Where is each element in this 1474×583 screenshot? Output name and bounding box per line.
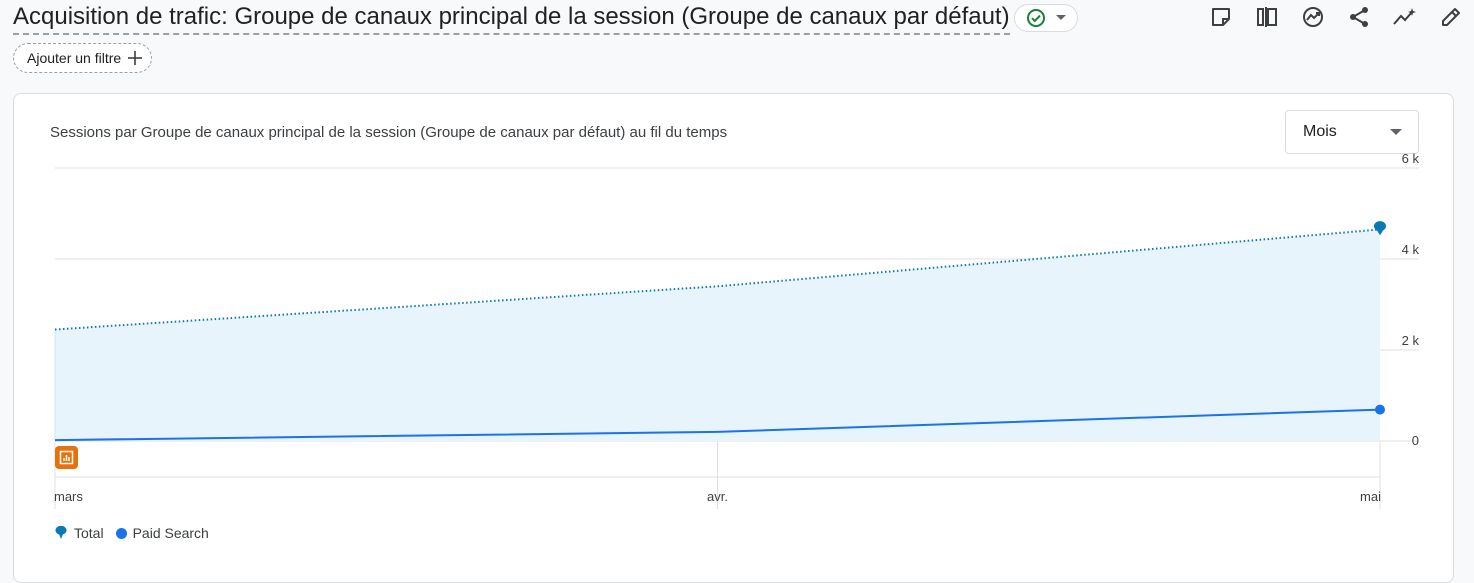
line-chart: 6 k 4 k 2 k 0 mars avr. mai [54, 151, 1420, 509]
check-circle-icon [1026, 9, 1045, 27]
legend-marker-paid-search [115, 527, 127, 539]
compare-icon[interactable] [1254, 4, 1280, 30]
legend-label-paid-search: Paid Search [132, 525, 209, 541]
legend-item-total[interactable]: Total [54, 525, 104, 541]
edit-icon[interactable] [1438, 4, 1464, 30]
status-chip[interactable] [1013, 4, 1078, 32]
legend-marker-total [55, 526, 67, 539]
toolbar [1208, 4, 1464, 30]
page-title[interactable]: Acquisition de trafic: Groupe de canaux … [13, 2, 1010, 35]
add-filter-label: Ajouter un filtre [27, 50, 122, 66]
trend-icon[interactable] [1392, 4, 1418, 30]
paid-search-end-marker [1375, 404, 1385, 415]
total-line [54, 228, 1381, 331]
share-icon[interactable] [1346, 4, 1372, 30]
paid-search-line [54, 408, 1381, 442]
y-tick-label: 0 [1412, 433, 1419, 448]
y-tick-label: 6 k [1402, 151, 1420, 166]
title-row: Acquisition de trafic: Groupe de canaux … [13, 2, 1078, 35]
chevron-down-icon [1055, 15, 1066, 20]
granularity-value: Mois [1303, 123, 1337, 140]
dropdown-arrow-icon [1390, 129, 1402, 135]
legend-item-paid-search[interactable]: Paid Search [115, 525, 209, 541]
chart-card: Sessions par Groupe de canaux principal … [13, 93, 1454, 583]
x-tick-label: mai [1360, 489, 1381, 504]
total-end-marker [1374, 221, 1386, 236]
granularity-select[interactable]: Mois [1285, 110, 1419, 154]
total-area [55, 229, 1380, 441]
legend-label-total: Total [74, 525, 104, 541]
insights-icon[interactable] [1300, 4, 1326, 30]
chart-legend: Total Paid Search [54, 525, 209, 541]
plus-icon [128, 51, 143, 65]
y-tick-label: 2 k [1402, 333, 1420, 348]
note-icon[interactable] [1208, 4, 1234, 30]
annotation-icon[interactable] [55, 446, 78, 469]
x-tick-label: avr. [707, 489, 728, 504]
add-filter-button[interactable]: Ajouter un filtre [13, 43, 153, 73]
y-tick-label: 4 k [1402, 242, 1420, 257]
x-tick-label: mars [54, 489, 83, 504]
chart-title: Sessions par Groupe de canaux principal … [50, 124, 728, 141]
